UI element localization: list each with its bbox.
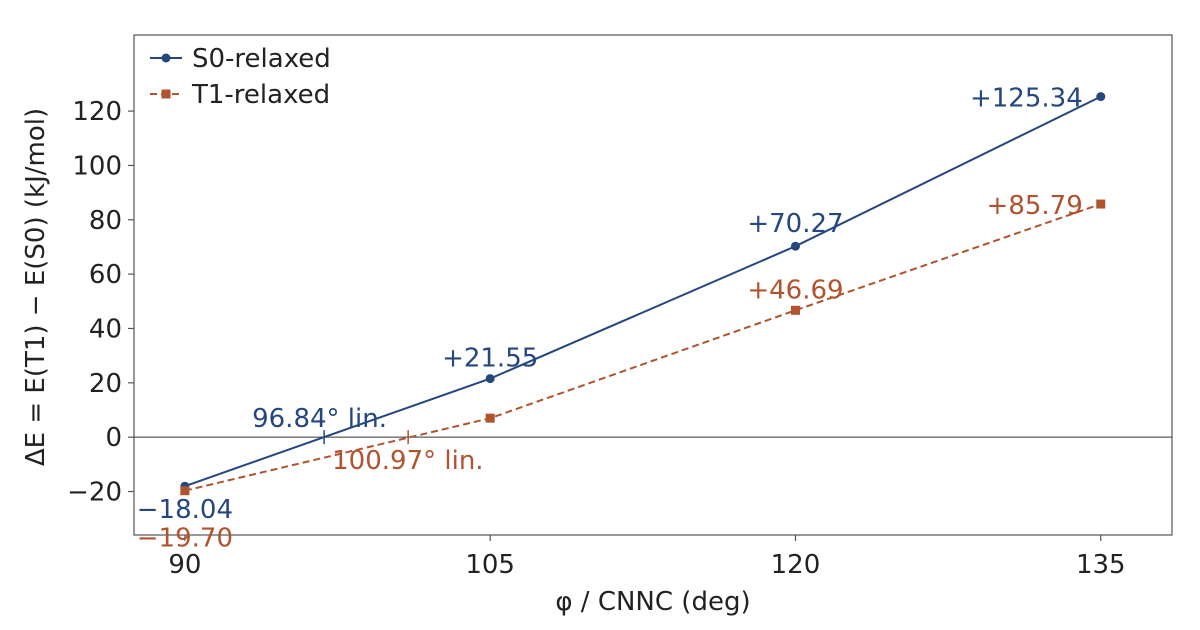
data-label-S0-relaxed: −18.04 bbox=[137, 495, 233, 525]
legend-marker bbox=[161, 53, 171, 63]
data-label-T1-relaxed: +46.69 bbox=[747, 275, 843, 305]
data-point-T1-relaxed bbox=[790, 305, 800, 315]
data-point-S0-relaxed bbox=[1096, 92, 1106, 102]
data-label-S0-relaxed: +21.55 bbox=[442, 344, 538, 374]
data-label-T1-relaxed: −19.70 bbox=[137, 524, 233, 554]
data-point-T1-relaxed bbox=[485, 413, 495, 423]
y-tick-label: 60 bbox=[89, 260, 122, 290]
y-tick-label: 80 bbox=[89, 206, 122, 236]
plot-area-frame bbox=[133, 34, 1173, 536]
x-tick-label: 90 bbox=[168, 550, 201, 580]
data-label-T1-relaxed: +85.79 bbox=[987, 191, 1083, 221]
series-line-T1-relaxed bbox=[184, 203, 1102, 492]
legend-label: S0-relaxed bbox=[192, 44, 331, 74]
y-axis-title: ΔE = E(T1) − E(S0) (kJ/mol) bbox=[21, 108, 51, 466]
y-tick-label: 20 bbox=[89, 369, 122, 399]
y-tick-label: −20 bbox=[67, 478, 122, 508]
data-point-S0-relaxed bbox=[485, 374, 495, 384]
legend-label: T1-relaxed bbox=[191, 80, 330, 110]
x-tick-label: 120 bbox=[771, 550, 821, 580]
series-line-S0-relaxed bbox=[184, 95, 1102, 488]
data-point-T1-relaxed bbox=[180, 486, 190, 496]
zero-crossing-label: 100.97° lin. bbox=[332, 446, 483, 476]
y-tick-label: 100 bbox=[72, 151, 122, 181]
x-tick-label: 105 bbox=[465, 550, 515, 580]
data-label-S0-relaxed: +125.34 bbox=[970, 84, 1083, 114]
data-point-T1-relaxed bbox=[1096, 199, 1106, 209]
x-axis-title: φ / CNNC (deg) bbox=[555, 587, 750, 617]
y-tick-label: 0 bbox=[105, 423, 122, 453]
y-tick-label: 120 bbox=[72, 97, 122, 127]
data-label-S0-relaxed: +70.27 bbox=[747, 209, 843, 239]
data-point-S0-relaxed bbox=[790, 241, 800, 251]
legend-marker bbox=[161, 89, 171, 99]
zero-crossing-label: 96.84° lin. bbox=[252, 404, 387, 434]
y-tick-label: 40 bbox=[89, 314, 122, 344]
x-tick-label: 135 bbox=[1076, 550, 1126, 580]
